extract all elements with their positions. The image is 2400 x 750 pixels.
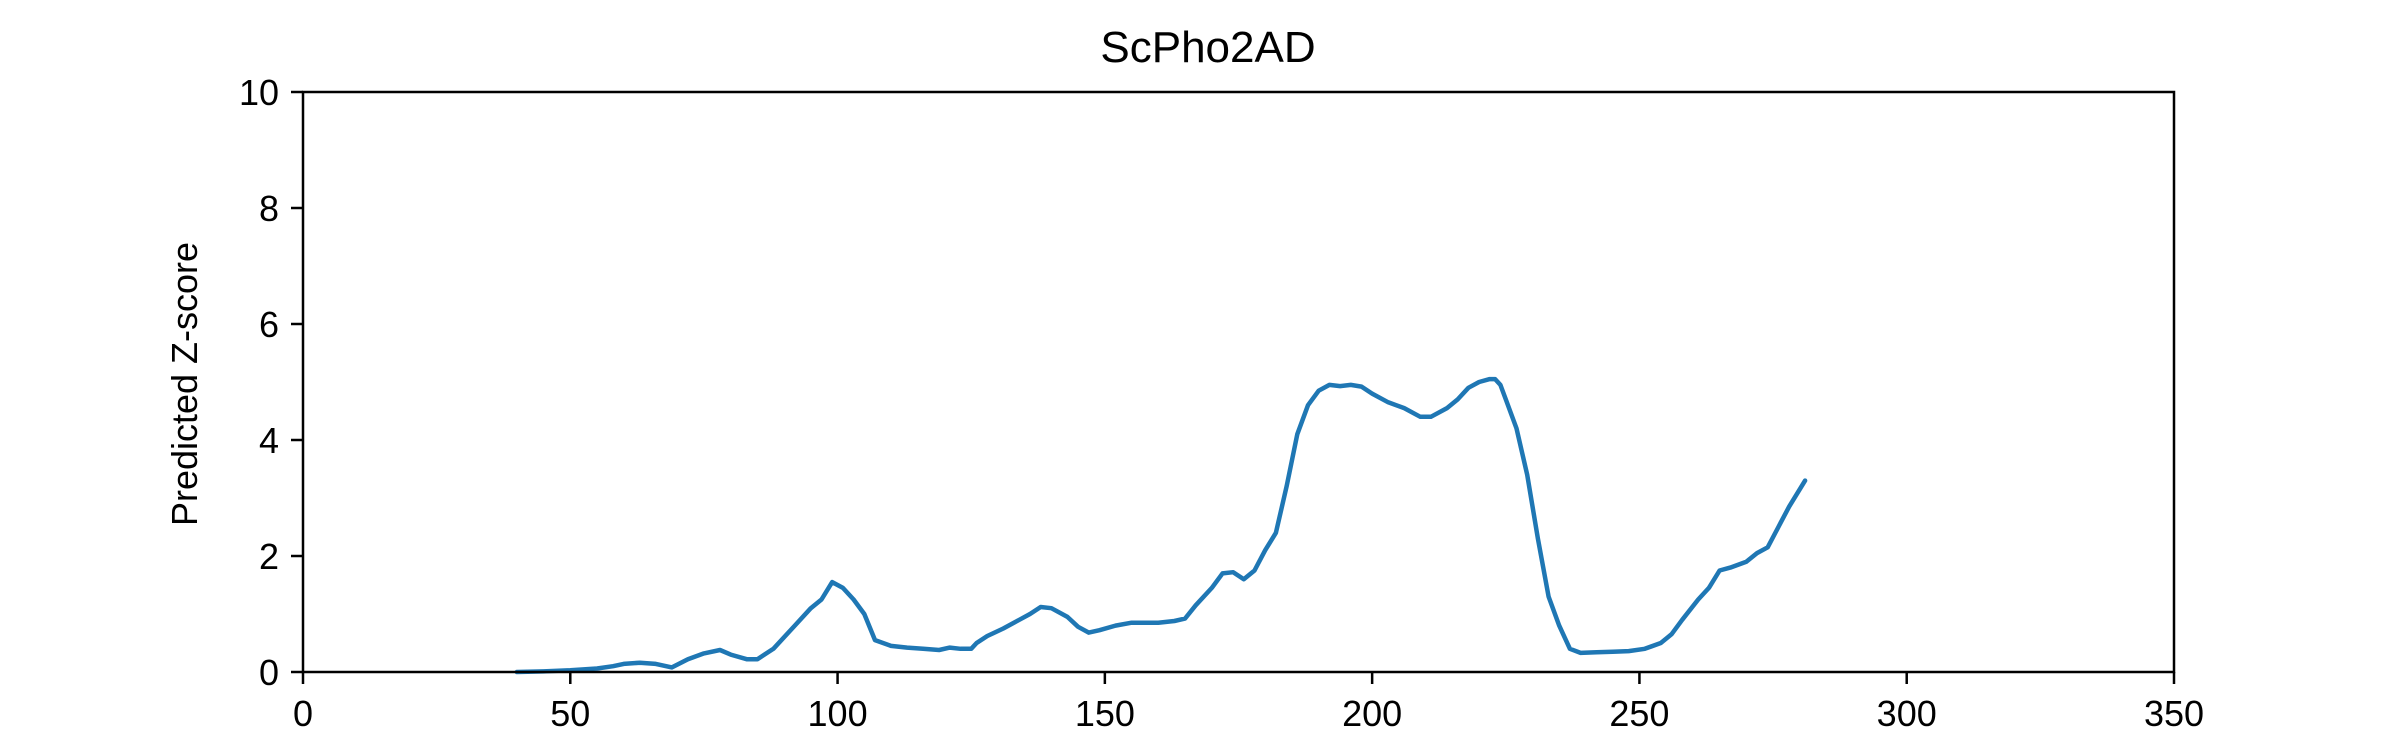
chart-title: ScPho2AD: [1100, 23, 1315, 72]
y-tick-label: 10: [239, 72, 279, 113]
series-line-0: [514, 376, 1808, 675]
x-tick-label: 200: [1342, 693, 1402, 734]
x-tick-label: 0: [293, 693, 313, 734]
y-tick-label: 6: [259, 304, 279, 345]
x-tick-label: 350: [2144, 693, 2204, 734]
axis-ticks: 0 50 100 150 200 250 300 350 0 2 4 6 8 10: [239, 72, 2204, 734]
x-tick-label: 300: [1877, 693, 1937, 734]
y-tick-label: 0: [259, 652, 279, 693]
y-tick-label: 4: [259, 420, 279, 461]
plot-frame: [301, 90, 2176, 674]
y-tick-label: 8: [259, 188, 279, 229]
y-tick-label: 2: [259, 536, 279, 577]
x-tick-label: 250: [1609, 693, 1669, 734]
plot-series: [514, 376, 1808, 675]
x-tick-label: 50: [550, 693, 590, 734]
y-axis-label: Predicted Z-score: [164, 242, 205, 526]
x-tick-label: 150: [1075, 693, 1135, 734]
x-tick-label: 100: [808, 693, 868, 734]
